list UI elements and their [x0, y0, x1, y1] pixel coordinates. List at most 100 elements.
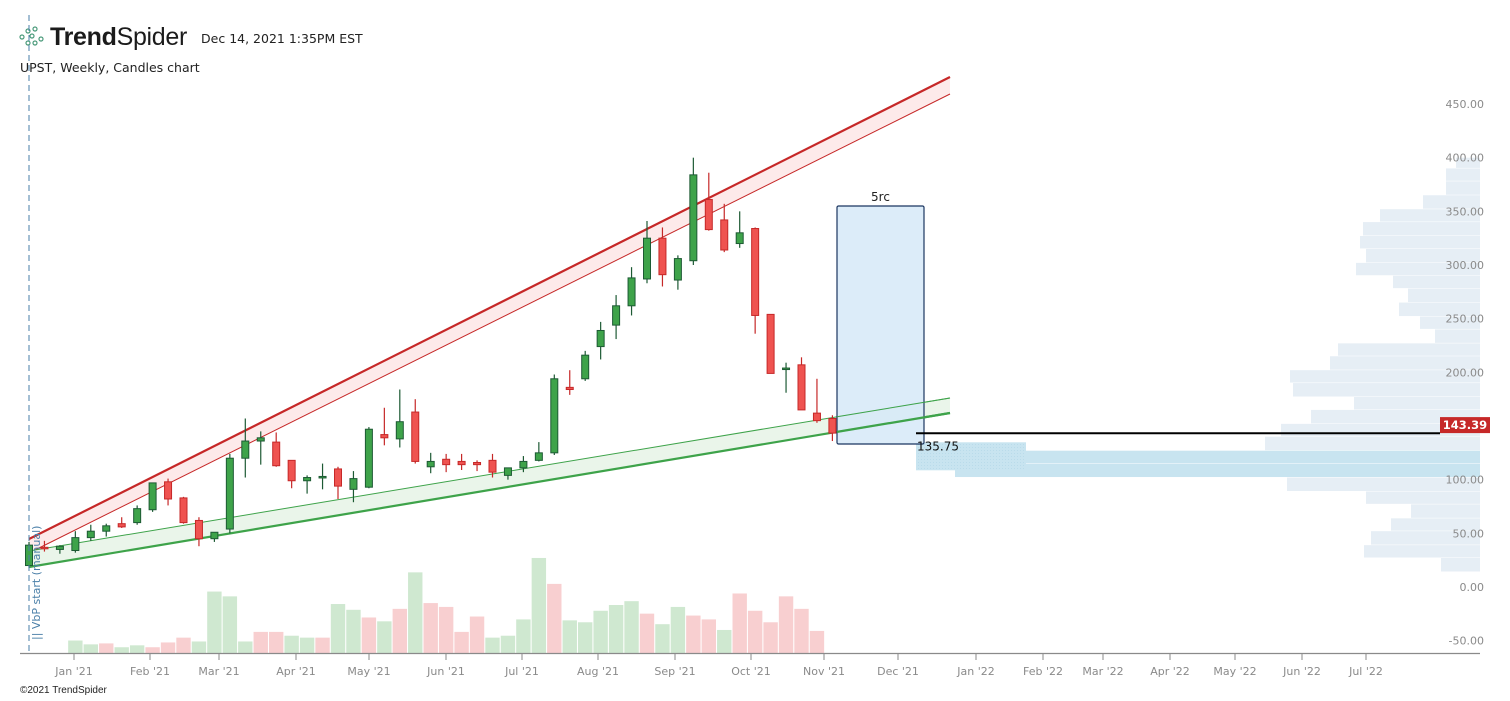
volume-bar [284, 635, 299, 653]
vbp-bar [1293, 383, 1480, 397]
volume-bar [670, 606, 686, 653]
candle-body [673, 258, 682, 281]
brand-bold: Trend [50, 22, 117, 51]
volume-bar [809, 630, 825, 653]
volume-bar [686, 615, 701, 653]
x-axis-label: May '21 [347, 665, 390, 678]
box-label: 5rc [871, 190, 890, 204]
candle-body [720, 219, 729, 251]
volume-bar [222, 596, 238, 653]
candle-body [488, 459, 497, 473]
y-axis-label: 100.00 [1446, 474, 1485, 487]
x-axis-label: Apr '22 [1150, 665, 1190, 678]
vbp-bar [1360, 236, 1480, 249]
resistance-line-outer [28, 76, 951, 540]
candle-body [751, 228, 760, 316]
volume-bar [191, 641, 207, 653]
x-axis-label: Jan '22 [956, 665, 994, 678]
y-axis-label: -50.00 [1449, 635, 1484, 648]
candle-body [349, 478, 358, 490]
y-axis-label: 0.00 [1460, 581, 1485, 594]
candle-body [812, 412, 821, 422]
y-axis-label: 50.00 [1453, 527, 1485, 540]
candle-body [55, 545, 64, 550]
volume-bar [593, 610, 608, 653]
volume-bar [778, 596, 794, 653]
selection-box[interactable] [836, 205, 925, 445]
vbp-bar [1363, 222, 1480, 236]
vbp-bar [955, 463, 1480, 478]
volume-bar [145, 647, 160, 653]
brand-light: Spider [116, 22, 188, 51]
volume-by-price-profile [916, 157, 1480, 572]
resistance-channel-fill [29, 77, 950, 553]
vbp-bar [1420, 316, 1480, 329]
candle-body [735, 232, 744, 245]
candle-body [225, 457, 234, 530]
x-axis-label: May '22 [1213, 665, 1256, 678]
candle-body [612, 305, 621, 326]
volume-bar [763, 622, 778, 653]
x-axis-label: Jul '21 [504, 665, 539, 678]
volume-bar [392, 608, 407, 653]
vbp-bar [1446, 168, 1480, 181]
last-price-tag [1440, 417, 1490, 434]
volume-bar [500, 635, 516, 653]
candle-body [164, 481, 173, 500]
candle-body [565, 386, 574, 391]
volume-bar [68, 640, 83, 653]
axes: Jan '21 Feb '21 Mar '21 Apr '21 May '21 Jun '… [20, 98, 1484, 678]
copyright: ©2021 TrendSpider [20, 685, 107, 696]
candle-body [426, 460, 435, 468]
vbp-bar [1380, 209, 1480, 222]
volume-bar [99, 643, 114, 653]
candle-body [241, 440, 250, 459]
volume-bar [408, 572, 423, 653]
vbp-bar [1356, 262, 1480, 276]
volume-bar [717, 629, 732, 653]
candle-body [596, 329, 605, 348]
x-axis-label: Apr '21 [276, 665, 316, 678]
vbp-bar [1408, 288, 1480, 303]
support-line-inner [28, 397, 951, 552]
x-axis-label: Nov '21 [803, 665, 845, 678]
volume-bar [454, 631, 469, 653]
last-price-label: 143.39 [1443, 418, 1487, 432]
x-axis-label: Feb '22 [1023, 665, 1063, 678]
volume-bar [578, 622, 593, 653]
vbp-bar [1265, 436, 1480, 451]
volume-bar [732, 593, 747, 653]
vbp-bar [1338, 343, 1480, 356]
volume-bar [315, 637, 330, 653]
candle-body [148, 482, 157, 511]
support-level-label: 135.75 [917, 439, 959, 453]
candle-body [272, 441, 281, 467]
candle-body [627, 277, 636, 307]
candle-body [704, 199, 713, 231]
candle-body [318, 475, 327, 479]
candle-body [442, 458, 451, 466]
volume-bar [469, 616, 485, 653]
candle-body [210, 531, 219, 540]
volume-bar [269, 631, 284, 653]
vbp-bar [1354, 397, 1480, 410]
chart-subtitle: UPST, Weekly, Candles chart [20, 60, 200, 75]
candle-body [117, 523, 126, 528]
volume-bar [531, 557, 547, 653]
x-axis-label: Mar '22 [1082, 665, 1123, 678]
support-channel-fill [29, 398, 950, 567]
vbp-bar [1423, 195, 1480, 209]
highlight-box[interactable]: 5rc [836, 190, 951, 445]
volume-bar [377, 621, 392, 653]
candle-body [380, 434, 389, 439]
support-line-outer [28, 411, 951, 569]
vbp-bar [1446, 181, 1480, 195]
volume-bar [747, 610, 763, 653]
header: TrendSpider Dec 14, 2021 1:35PM EST [18, 20, 363, 54]
vbp-bar [1441, 558, 1480, 572]
x-axis-label: Oct '21 [731, 665, 771, 678]
support-line-inner-overlay [836, 397, 951, 418]
candles [25, 157, 837, 568]
volume-bar [299, 637, 315, 653]
